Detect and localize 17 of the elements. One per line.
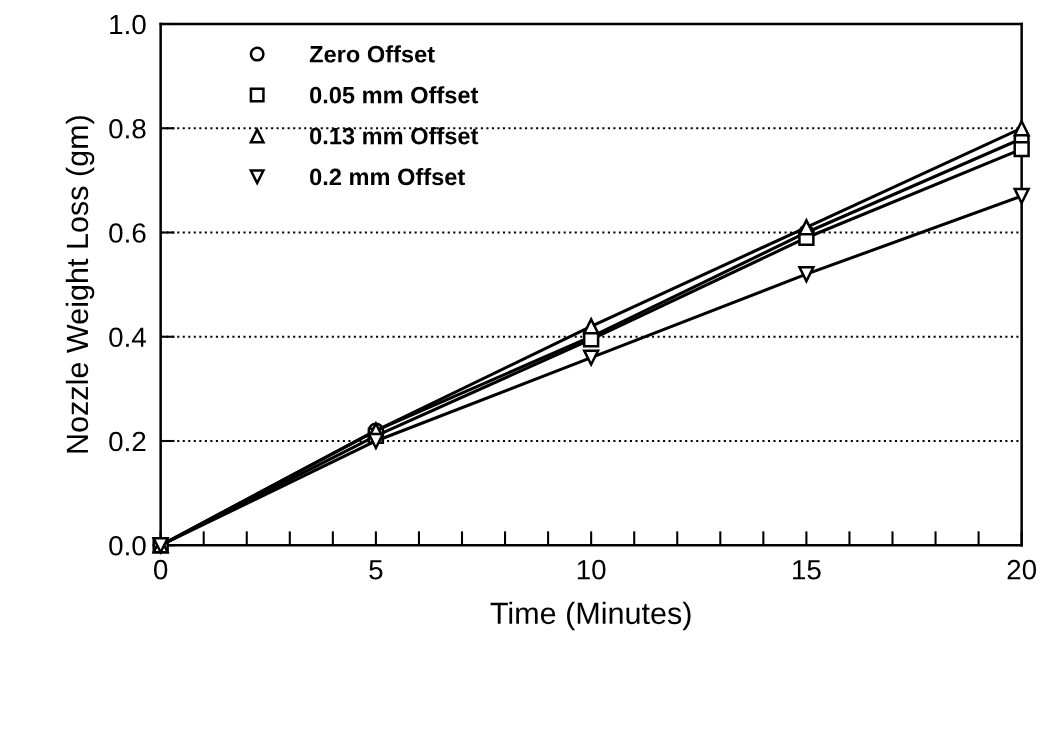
x-tick-label: 20 [1007, 559, 1037, 580]
x-tick-label: 0 [154, 559, 168, 580]
y-tick-label: 0.4 [109, 327, 146, 348]
legend-label: 0.05 mm Offset [310, 86, 479, 104]
y-tick-label: 0.8 [109, 118, 146, 139]
x-axis-title: Time (Minutes) [490, 601, 691, 631]
y-tick-label: 1.0 [110, 14, 146, 35]
x-tick-label: 5 [369, 560, 383, 580]
y-axis-title: Nozzle Weight Loss (gm) [65, 116, 95, 453]
y-tick-label: 0.2 [109, 431, 146, 452]
x-tick-label: 10 [577, 559, 606, 580]
y-tick-label: 0.6 [109, 223, 146, 243]
legend-label: Zero Offset [309, 45, 435, 63]
x-tick-label: 15 [793, 560, 821, 580]
y-tick-label: 0.0 [109, 535, 146, 556]
legend-label: 0.2 mm Offset [310, 167, 465, 186]
legend-label: 0.13 mm Offset [310, 127, 479, 145]
